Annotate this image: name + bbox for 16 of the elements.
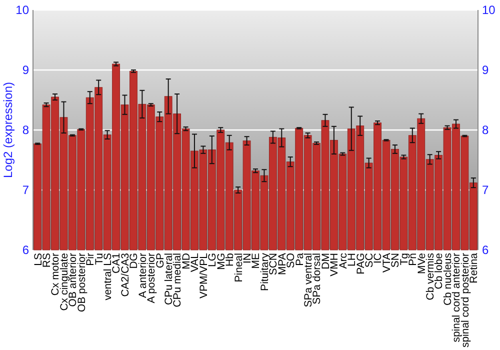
x-tick-label: A posterior bbox=[146, 252, 158, 304]
y2-tick-label: 6 bbox=[482, 243, 489, 258]
x-tick-label: OB posterior bbox=[76, 252, 88, 312]
y2-tick-label: 7 bbox=[482, 183, 489, 198]
x-tick-label: RS bbox=[40, 253, 53, 268]
y-axis-title: Log2 (expression) bbox=[1, 82, 15, 178]
y2-tick-label: 9 bbox=[482, 63, 489, 78]
y-tick-label: 7 bbox=[22, 183, 30, 198]
x-tick-label: DG bbox=[128, 253, 140, 269]
y-tick-label: 8 bbox=[22, 123, 30, 138]
y2-tick-label: 10 bbox=[482, 3, 496, 18]
y-tick-label: 6 bbox=[22, 243, 30, 258]
y-tick-label: 10 bbox=[16, 3, 30, 18]
y2-tick-label: 8 bbox=[482, 123, 489, 138]
y-tick-label: 9 bbox=[22, 63, 30, 78]
x-tick-label: Tg bbox=[398, 252, 410, 266]
